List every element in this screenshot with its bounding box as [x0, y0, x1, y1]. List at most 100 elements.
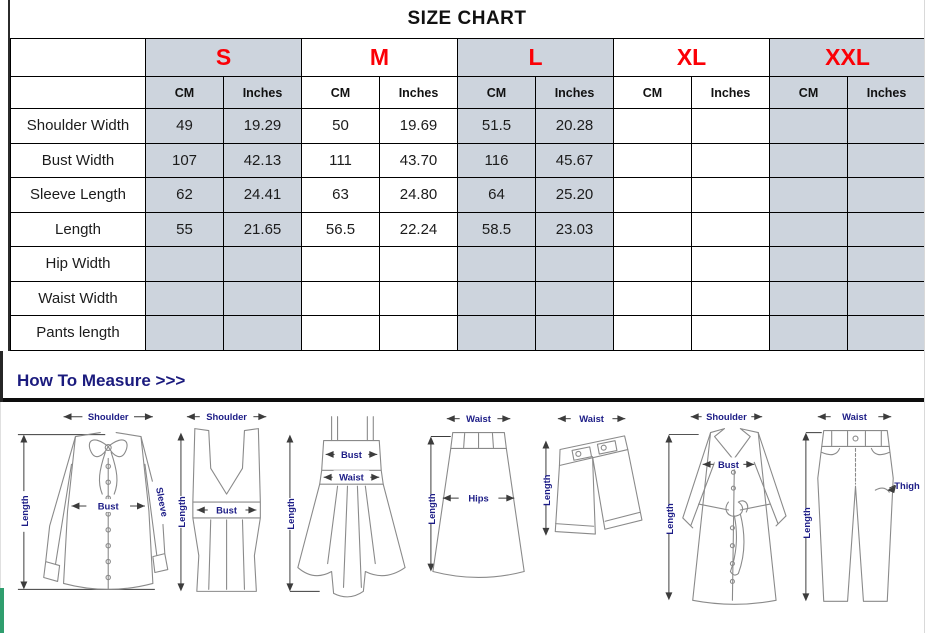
measure-label: Shoulder: [88, 411, 129, 422]
size-header-cell: S: [145, 38, 302, 77]
value-cell: 19.69: [378, 108, 459, 144]
value-cell: [223, 246, 302, 282]
value-cell: [613, 177, 693, 213]
unit-header-cell: Inches: [223, 76, 302, 109]
value-cell: [847, 315, 924, 351]
corner-cell: [10, 76, 146, 109]
garment-outline: [554, 434, 643, 535]
value-cell: [457, 280, 537, 316]
value-cell: [535, 315, 615, 351]
measure-label: Thigh: [894, 480, 920, 491]
measure-label: Length: [664, 502, 675, 534]
measure-label: Bust: [718, 458, 740, 469]
value-cell: 64: [457, 177, 537, 213]
value-cell: 21.65: [223, 211, 302, 247]
value-cell: 56.5: [301, 211, 380, 247]
value-cell: [613, 315, 693, 351]
size-chart-table: S M L XL XXL CM Inches CM Inches CM Inch…: [10, 38, 924, 351]
value-cell: [145, 315, 224, 351]
value-cell: [769, 211, 849, 247]
measure-label: Waist: [466, 413, 492, 424]
value-cell: [223, 315, 302, 351]
value-cell: [691, 280, 771, 316]
skirt-diagram: Waist Length Hips: [426, 413, 525, 578]
unit-header-cell: Inches: [378, 76, 459, 109]
value-cell: [613, 211, 693, 247]
table-row: Length 55 21.65 56.5 22.24 58.5 23.03: [10, 211, 924, 247]
value-cell: 24.41: [223, 177, 302, 213]
size-header-cell: XL: [613, 38, 771, 77]
value-cell: 43.70: [378, 142, 459, 178]
value-cell: [691, 246, 771, 282]
value-cell: [691, 108, 771, 144]
value-cell: [301, 315, 380, 351]
value-cell: [769, 142, 849, 178]
value-cell: [378, 246, 459, 282]
row-label-cell: Waist Width: [10, 280, 146, 316]
value-cell: 51.5: [457, 108, 537, 144]
value-cell: [847, 177, 924, 213]
value-cell: 25.20: [535, 177, 615, 213]
size-header-cell: XXL: [769, 38, 924, 77]
value-cell: [301, 246, 380, 282]
value-cell: [769, 108, 849, 144]
garment-outline: [817, 429, 894, 602]
value-cell: [769, 246, 849, 282]
unit-header-cell: CM: [457, 76, 537, 109]
value-cell: [457, 246, 537, 282]
garment-outline: [432, 431, 525, 578]
measure-label: Waist: [579, 413, 605, 424]
corner-cell: [10, 38, 146, 77]
table-row: Bust Width 107 42.13 111 43.70 116 45.67: [10, 142, 924, 178]
measure-label: Length: [541, 474, 552, 506]
measure-label: Length: [285, 498, 296, 530]
value-cell: [457, 315, 537, 351]
value-cell: [691, 177, 771, 213]
size-header-row: S M L XL XXL: [10, 38, 924, 77]
size-chart-sheet: SIZE CHART S M L XL XXL CM Inch: [8, 0, 924, 351]
row-label-cell: Length: [10, 211, 146, 247]
value-cell: [769, 177, 849, 213]
value-cell: [535, 280, 615, 316]
tank-top-diagram: Shoulder Length Bust: [176, 411, 267, 592]
value-cell: [613, 280, 693, 316]
measure-diagrams: Shoulder Length Bust Sleeve: [0, 401, 924, 610]
value-cell: [691, 211, 771, 247]
value-cell: [691, 142, 771, 178]
green-strip-decoration: [0, 588, 4, 633]
value-cell: 19.29: [223, 108, 302, 144]
measure-label: Length: [19, 495, 30, 527]
dress-diagram: Length Bust Waist: [285, 415, 406, 597]
pants-diagram: Waist Length Thigh: [801, 411, 920, 602]
unit-header-cell: CM: [301, 76, 380, 109]
measure-label: Shoulder: [706, 411, 747, 422]
value-cell: 111: [301, 142, 380, 178]
table-row: Pants length: [10, 315, 924, 351]
row-label-cell: Pants length: [10, 315, 146, 351]
value-cell: 20.28: [535, 108, 615, 144]
value-cell: [691, 315, 771, 351]
unit-header-cell: Inches: [535, 76, 615, 109]
measure-label: Hips: [468, 492, 488, 503]
unit-header-cell: Inches: [847, 76, 924, 109]
unit-header-row: CM Inches CM Inches CM Inches CM Inches …: [10, 76, 924, 109]
value-cell: 55: [145, 211, 224, 247]
value-cell: [301, 280, 380, 316]
garment-outline: [682, 427, 787, 605]
size-header-cell: M: [300, 38, 459, 77]
shorts-diagram: Waist Length: [541, 413, 643, 536]
size-header-cell: L: [457, 38, 615, 77]
blouse-diagram: Shoulder Length Bust Sleeve: [17, 411, 173, 590]
garment-outline: [43, 431, 169, 590]
unit-header-cell: Inches: [691, 76, 771, 109]
row-label-cell: Sleeve Length: [10, 177, 146, 213]
how-to-measure-heading: How To Measure >>>: [17, 370, 186, 390]
value-cell: 58.5: [457, 211, 537, 247]
table-row: Shoulder Width 49 19.29 50 19.69 51.5 20…: [10, 108, 924, 144]
page-title: SIZE CHART: [407, 8, 527, 29]
table-row: Sleeve Length 62 24.41 63 24.80 64 25.20: [10, 177, 924, 213]
measure-label: Shoulder: [206, 411, 247, 422]
value-cell: 49: [145, 108, 224, 144]
measure-label: Length: [426, 493, 437, 525]
